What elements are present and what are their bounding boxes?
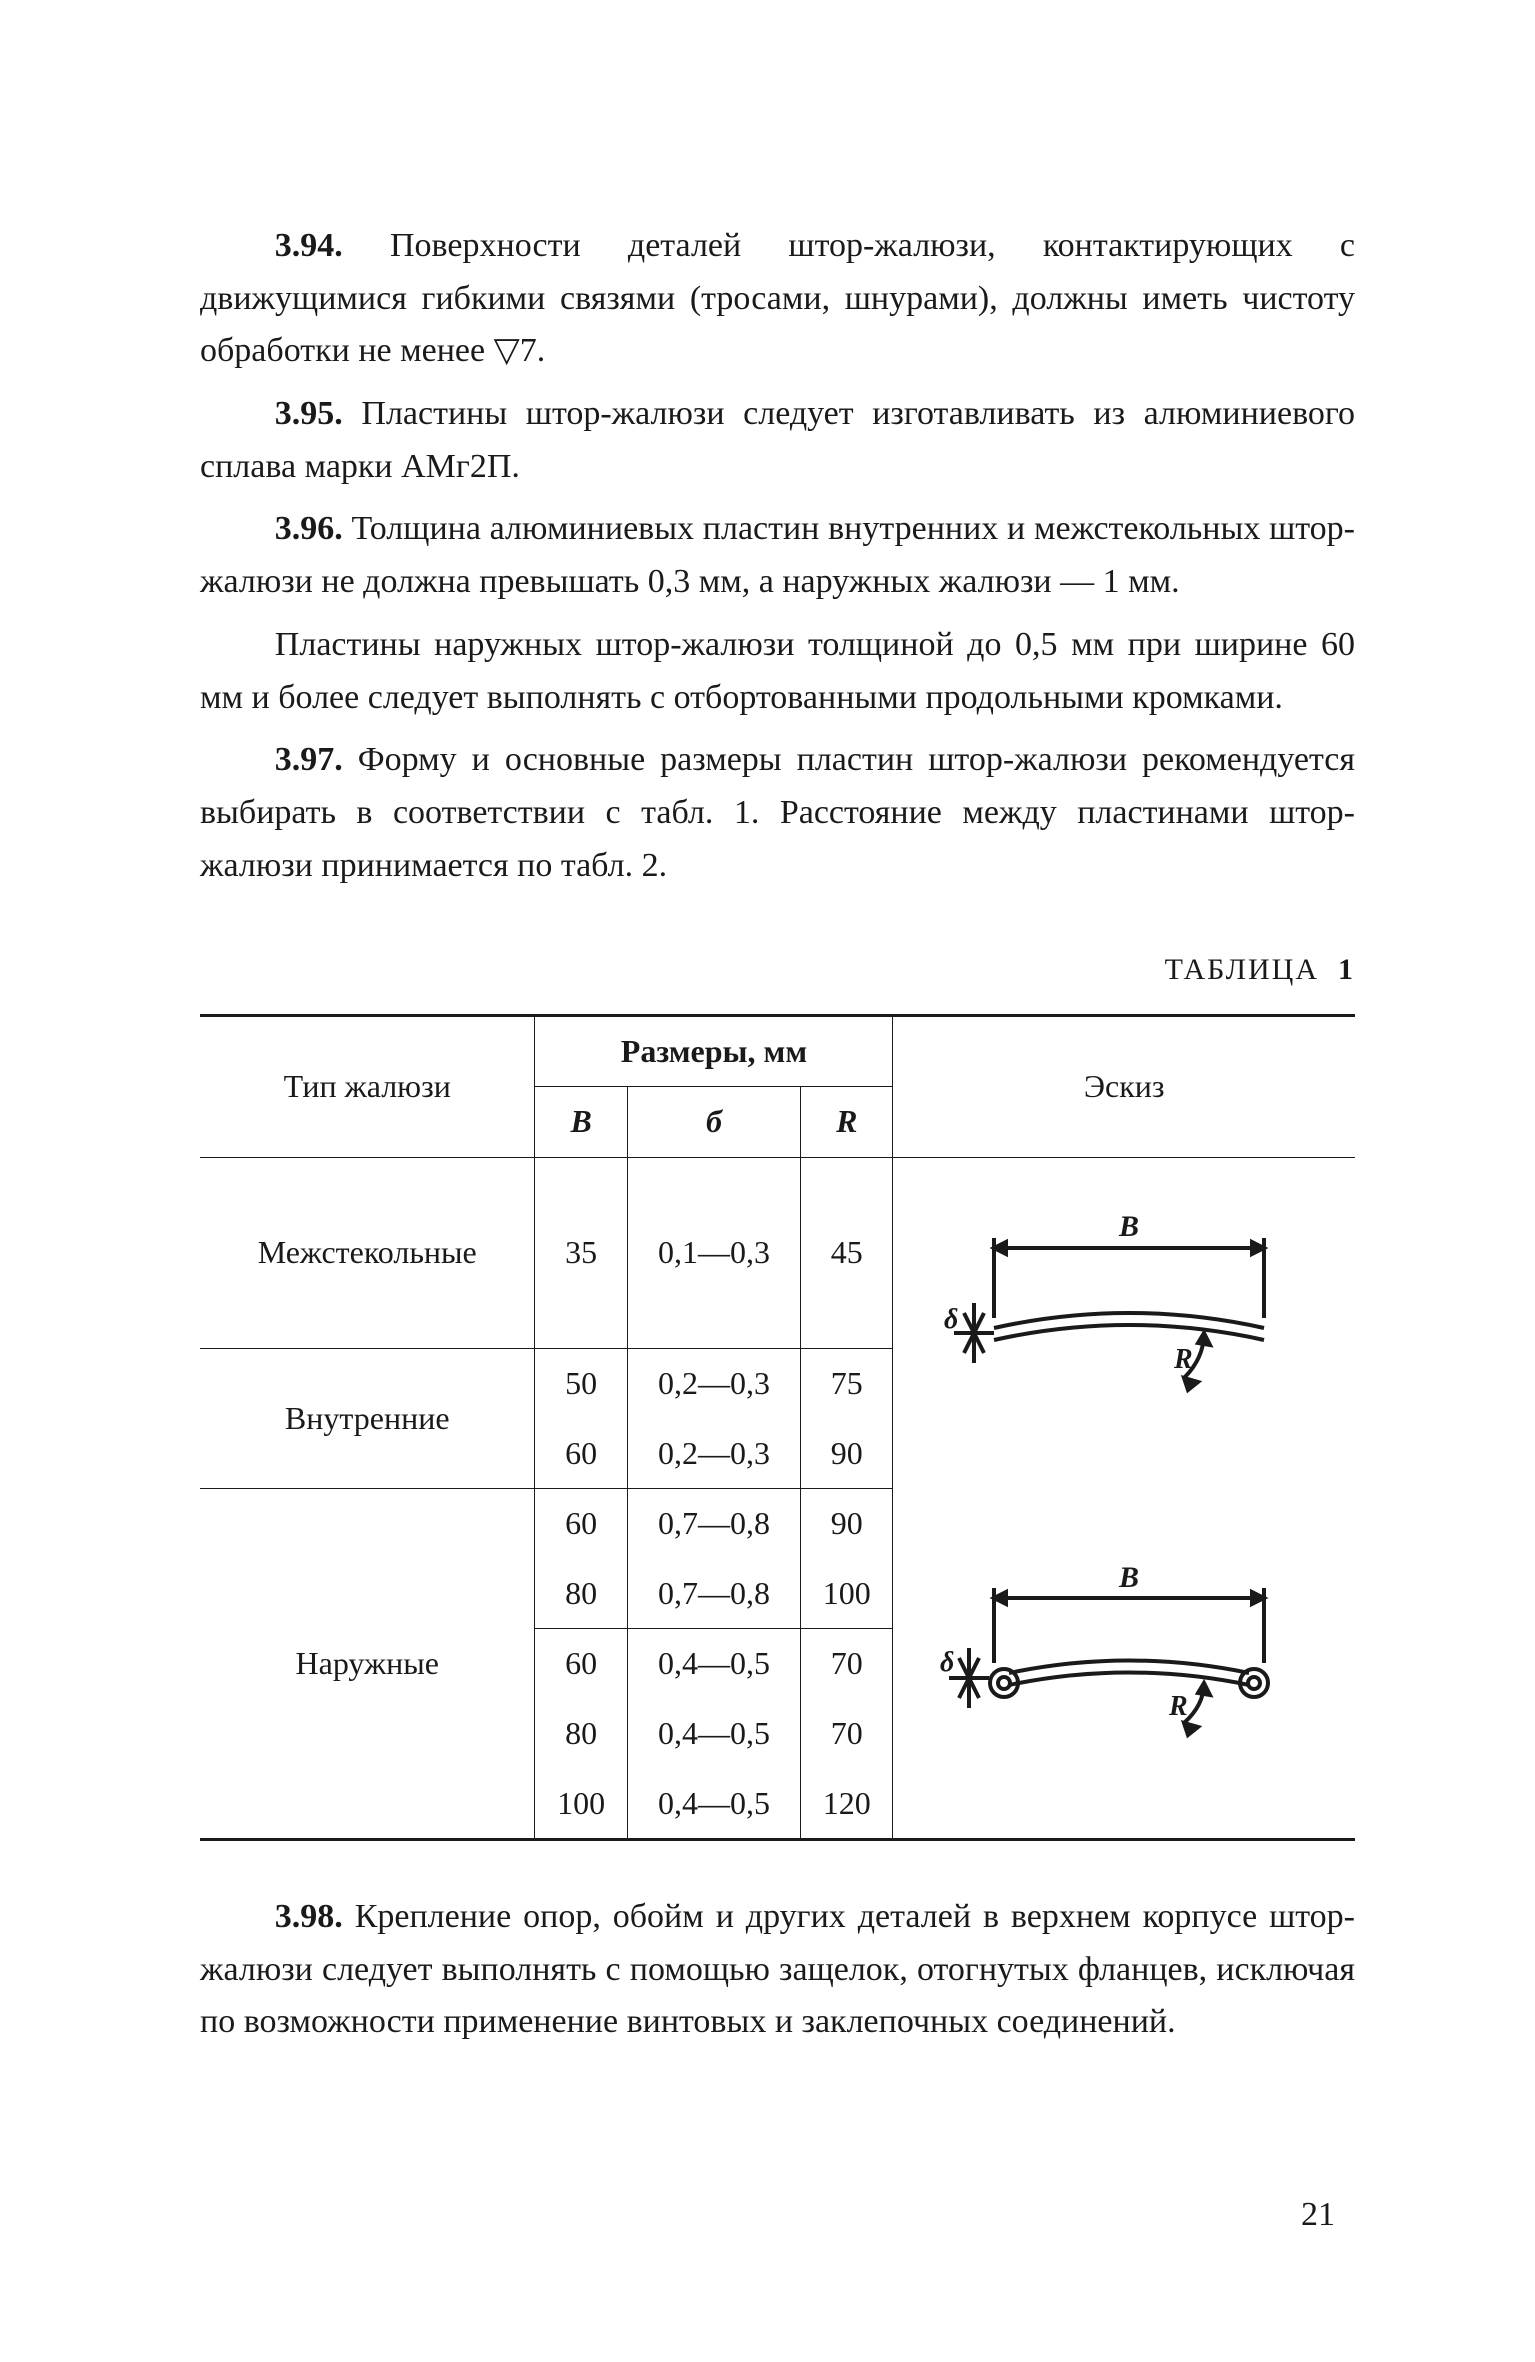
cell-B: 100 xyxy=(535,1769,627,1840)
cell-B: 80 xyxy=(535,1699,627,1769)
para-num: 3.98. xyxy=(275,1898,343,1935)
para-3-96b: Пластины наружных штор-жалюзи толщиной д… xyxy=(200,619,1355,724)
para-3-97: 3.97. Форму и основные размеры пластин ш… xyxy=(200,734,1355,892)
cell-R: 120 xyxy=(801,1769,893,1840)
cell-B: 50 xyxy=(535,1348,627,1418)
sketch-top: В δ R xyxy=(893,1157,1355,1488)
cell-R: 45 xyxy=(801,1157,893,1348)
cell-delta: 0,2—0,3 xyxy=(627,1348,800,1418)
cell-R: 70 xyxy=(801,1699,893,1769)
para-text: Форму и основные размеры пластин штор-жа… xyxy=(200,741,1355,883)
caption-number: 1 xyxy=(1338,953,1355,986)
table-1: Тип жалюзи Размеры, мм Эскиз B б R Межст… xyxy=(200,1014,1355,1841)
cell-B: 60 xyxy=(535,1629,627,1699)
sketch2-label-delta: δ xyxy=(940,1647,954,1678)
cell-delta: 0,7—0,8 xyxy=(627,1489,800,1559)
th-delta: б xyxy=(627,1087,800,1158)
cell-R: 75 xyxy=(801,1348,893,1418)
th-type: Тип жалюзи xyxy=(200,1015,535,1157)
para-text: Крепление опор, обойм и других деталей в… xyxy=(200,1898,1355,2040)
cell-R: 90 xyxy=(801,1419,893,1489)
para-text: Поверхности деталей штор-жалюзи, контакт… xyxy=(200,227,1355,369)
cell-delta: 0,7—0,8 xyxy=(627,1559,800,1629)
sketch-label-B: В xyxy=(1118,1210,1139,1243)
para-num: 3.96. xyxy=(275,510,343,547)
table-caption: ТАБЛИЦА 1 xyxy=(200,947,1355,994)
th-dims: Размеры, мм xyxy=(535,1015,893,1087)
th-sketch: Эскиз xyxy=(893,1015,1355,1157)
th-R: R xyxy=(801,1087,893,1158)
para-num: 3.97. xyxy=(275,741,343,778)
cell-type-1: Межстекольные xyxy=(200,1157,535,1348)
cell-type-3: Наружные xyxy=(200,1489,535,1840)
caption-label: ТАБЛИЦА xyxy=(1165,953,1319,986)
cell-B: 60 xyxy=(535,1419,627,1489)
cell-R: 100 xyxy=(801,1559,893,1629)
para-3-95: 3.95. Пластины штор-жалюзи следует изгот… xyxy=(200,388,1355,493)
sketch-label-R: R xyxy=(1173,1344,1193,1375)
cell-B: 35 xyxy=(535,1157,627,1348)
cell-R: 70 xyxy=(801,1629,893,1699)
para-text: Пластины наружных штор-жалюзи толщиной д… xyxy=(200,626,1355,716)
sketch-label-delta: δ xyxy=(944,1304,958,1335)
page-number: 21 xyxy=(1301,2189,1335,2242)
para-text: Толщина алюминиевых пластин внутренних и… xyxy=(200,510,1355,600)
document-page: 3.94. Поверхности деталей штор-жалюзи, к… xyxy=(0,0,1535,2362)
sketch2-label-R: R xyxy=(1168,1691,1188,1722)
cell-delta: 0,2—0,3 xyxy=(627,1419,800,1489)
cell-type-2: Внутренние xyxy=(200,1348,535,1488)
sketch2-label-B: В xyxy=(1118,1563,1139,1594)
para-3-98: 3.98. Крепление опор, обойм и других дет… xyxy=(200,1891,1355,2049)
cell-R: 90 xyxy=(801,1489,893,1559)
cell-B: 60 xyxy=(535,1489,627,1559)
para-text: Пластины штор-жалюзи следует изготавлива… xyxy=(200,395,1355,485)
cell-delta: 0,4—0,5 xyxy=(627,1769,800,1840)
th-B: B xyxy=(535,1087,627,1158)
para-num: 3.94. xyxy=(275,227,343,264)
cell-delta: 0,4—0,5 xyxy=(627,1629,800,1699)
sketch-bottom: В δ R xyxy=(893,1489,1355,1840)
cell-B: 80 xyxy=(535,1559,627,1629)
para-num: 3.95. xyxy=(275,395,343,432)
cell-delta: 0,4—0,5 xyxy=(627,1699,800,1769)
cell-delta: 0,1—0,3 xyxy=(627,1157,800,1348)
para-3-94: 3.94. Поверхности деталей штор-жалюзи, к… xyxy=(200,220,1355,378)
para-3-96: 3.96. Толщина алюминиевых пластин внутре… xyxy=(200,503,1355,608)
